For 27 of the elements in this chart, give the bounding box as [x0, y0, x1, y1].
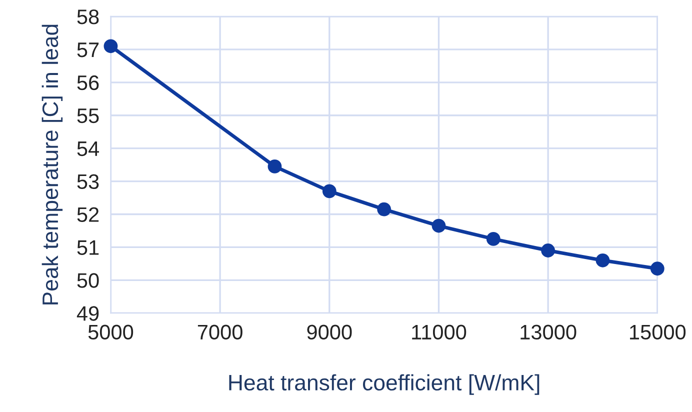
y-axis-title: Peak temperature [C] in lead — [42, 24, 63, 304]
point — [541, 244, 556, 258]
point — [268, 160, 282, 174]
y-tick-label: 57 — [77, 42, 99, 58]
y-tick-label: 52 — [77, 207, 99, 222]
y-tick-label: 50 — [77, 273, 99, 288]
x-tick-label: 7000 — [198, 324, 242, 340]
y-tick-label: 49 — [76, 306, 99, 321]
y-tick-label: 51 — [77, 240, 99, 255]
point — [322, 184, 336, 198]
y-tick-label: 54 — [77, 142, 99, 156]
x-axis-title: Heat transfer coefficient [W/mK] — [229, 374, 540, 395]
x-tick-label: 11000 — [412, 324, 466, 340]
x-tick-label: 15000 — [630, 324, 686, 340]
point — [650, 262, 664, 276]
point — [486, 232, 500, 246]
x-tick-label: 13000 — [520, 324, 576, 340]
y-tick-label: 58 — [77, 9, 99, 24]
point — [377, 202, 392, 216]
x-tick-label: 9000 — [307, 324, 352, 340]
point — [104, 39, 118, 54]
y-tick-label: 55 — [77, 108, 99, 124]
point — [432, 218, 446, 233]
y-tick-label: 53 — [77, 174, 99, 190]
x-tick-label: 5000 — [88, 324, 134, 340]
point — [596, 253, 610, 268]
y-tick-label: 56 — [77, 75, 99, 90]
